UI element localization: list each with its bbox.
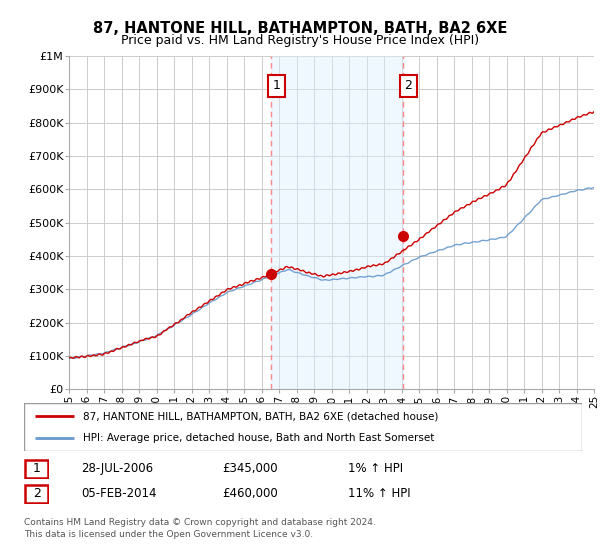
Text: 2: 2	[404, 80, 412, 92]
Text: Price paid vs. HM Land Registry's House Price Index (HPI): Price paid vs. HM Land Registry's House …	[121, 34, 479, 46]
Text: £460,000: £460,000	[222, 487, 278, 501]
Text: HPI: Average price, detached house, Bath and North East Somerset: HPI: Average price, detached house, Bath…	[83, 433, 434, 443]
Text: 2: 2	[32, 487, 41, 501]
Text: 28-JUL-2006: 28-JUL-2006	[81, 462, 153, 475]
Text: 87, HANTONE HILL, BATHAMPTON, BATH, BA2 6XE: 87, HANTONE HILL, BATHAMPTON, BATH, BA2 …	[93, 21, 507, 36]
Text: 05-FEB-2014: 05-FEB-2014	[81, 487, 157, 501]
Text: Contains HM Land Registry data © Crown copyright and database right 2024.
This d: Contains HM Land Registry data © Crown c…	[24, 518, 376, 539]
Text: 11% ↑ HPI: 11% ↑ HPI	[348, 487, 410, 501]
Text: 1: 1	[32, 462, 41, 475]
Text: £345,000: £345,000	[222, 462, 278, 475]
Text: 1: 1	[273, 80, 281, 92]
Text: 1% ↑ HPI: 1% ↑ HPI	[348, 462, 403, 475]
Text: 87, HANTONE HILL, BATHAMPTON, BATH, BA2 6XE (detached house): 87, HANTONE HILL, BATHAMPTON, BATH, BA2 …	[83, 411, 438, 421]
Bar	[271, 56, 403, 389]
